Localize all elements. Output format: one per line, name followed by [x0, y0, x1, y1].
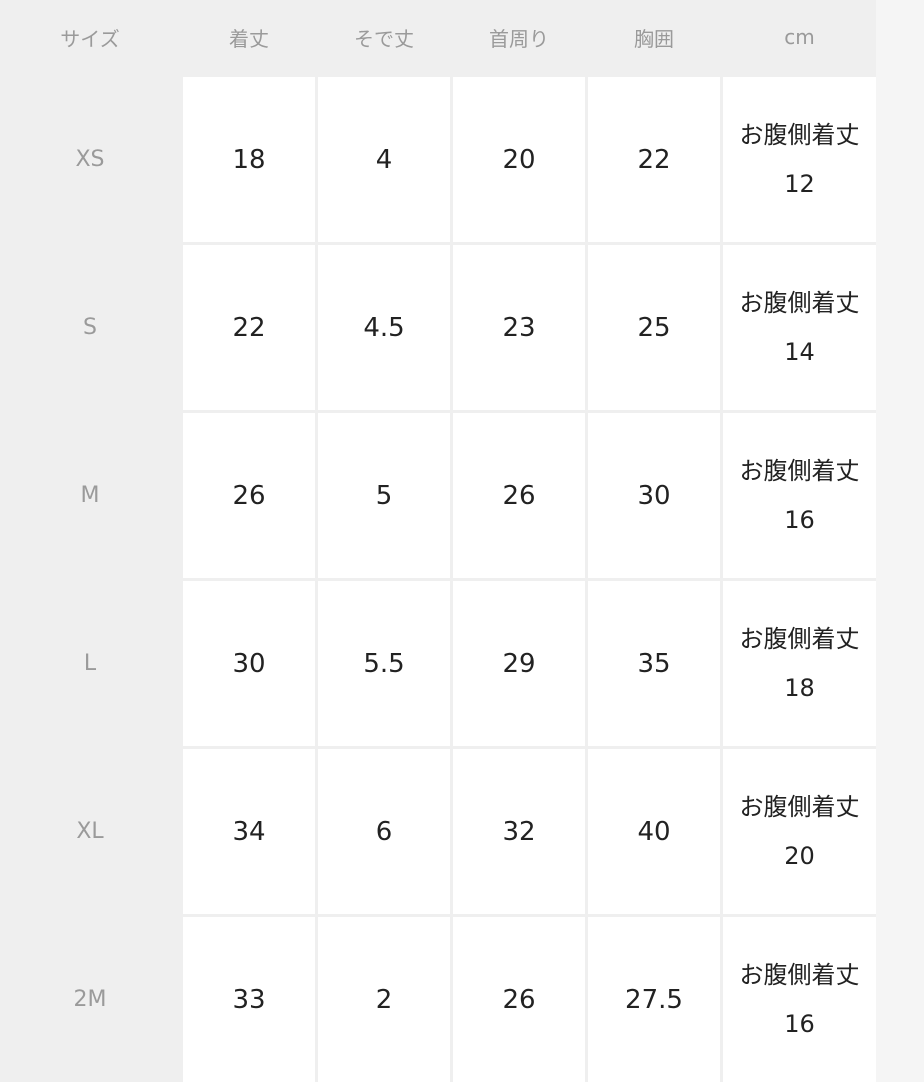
- measurement-cell: 30: [588, 413, 720, 578]
- belly-length-cell: お腹側着丈 20: [723, 749, 876, 914]
- size-label: 2M: [0, 917, 180, 1082]
- measurement-cell: 29: [453, 581, 585, 746]
- note-value: 16: [784, 1009, 815, 1038]
- belly-length-cell: お腹側着丈 16: [723, 413, 876, 578]
- belly-length-cell: お腹側着丈 12: [723, 77, 876, 242]
- measurement-cell: 5.5: [318, 581, 450, 746]
- size-label: M: [0, 413, 180, 578]
- note-label: お腹側着丈: [739, 120, 860, 149]
- size-label: L: [0, 581, 180, 746]
- measurement-cell: 26: [453, 413, 585, 578]
- column-header: サイズ: [0, 0, 180, 74]
- column-header: 首周り: [453, 0, 585, 74]
- measurement-cell: 33: [183, 917, 315, 1082]
- measurement-cell: 30: [183, 581, 315, 746]
- column-header: cm: [723, 0, 876, 74]
- column-header: そで丈: [318, 0, 450, 74]
- size-label: XL: [0, 749, 180, 914]
- note-label: お腹側着丈: [739, 960, 860, 989]
- belly-length-cell: お腹側着丈 16: [723, 917, 876, 1082]
- size-chart-table: サイズ 着丈 そで丈 首周り 胸囲 cm XS 18 4 20 22 お腹側着丈 12 S 22 4.5 23 2…: [0, 0, 876, 1082]
- measurement-cell: 32: [453, 749, 585, 914]
- note-value: 18: [784, 673, 815, 702]
- measurement-cell: 23: [453, 245, 585, 410]
- belly-length-cell: お腹側着丈 14: [723, 245, 876, 410]
- measurement-cell: 20: [453, 77, 585, 242]
- measurement-cell: 5: [318, 413, 450, 578]
- note-label: お腹側着丈: [739, 792, 860, 821]
- note-value: 16: [784, 505, 815, 534]
- measurement-cell: 25: [588, 245, 720, 410]
- measurement-cell: 40: [588, 749, 720, 914]
- note-label: お腹側着丈: [739, 624, 860, 653]
- note-label: お腹側着丈: [739, 456, 860, 485]
- column-header: 胸囲: [588, 0, 720, 74]
- measurement-cell: 26: [183, 413, 315, 578]
- measurement-cell: 34: [183, 749, 315, 914]
- measurement-cell: 2: [318, 917, 450, 1082]
- measurement-cell: 6: [318, 749, 450, 914]
- right-margin: [876, 0, 924, 1080]
- measurement-cell: 27.5: [588, 917, 720, 1082]
- column-header: 着丈: [183, 0, 315, 74]
- measurement-cell: 18: [183, 77, 315, 242]
- note-value: 12: [784, 169, 815, 198]
- size-label: XS: [0, 77, 180, 242]
- belly-length-cell: お腹側着丈 18: [723, 581, 876, 746]
- measurement-cell: 22: [183, 245, 315, 410]
- measurement-cell: 22: [588, 77, 720, 242]
- measurement-cell: 4.5: [318, 245, 450, 410]
- measurement-cell: 35: [588, 581, 720, 746]
- size-label: S: [0, 245, 180, 410]
- note-value: 20: [784, 841, 815, 870]
- measurement-cell: 26: [453, 917, 585, 1082]
- measurement-cell: 4: [318, 77, 450, 242]
- note-value: 14: [784, 337, 815, 366]
- note-label: お腹側着丈: [739, 288, 860, 317]
